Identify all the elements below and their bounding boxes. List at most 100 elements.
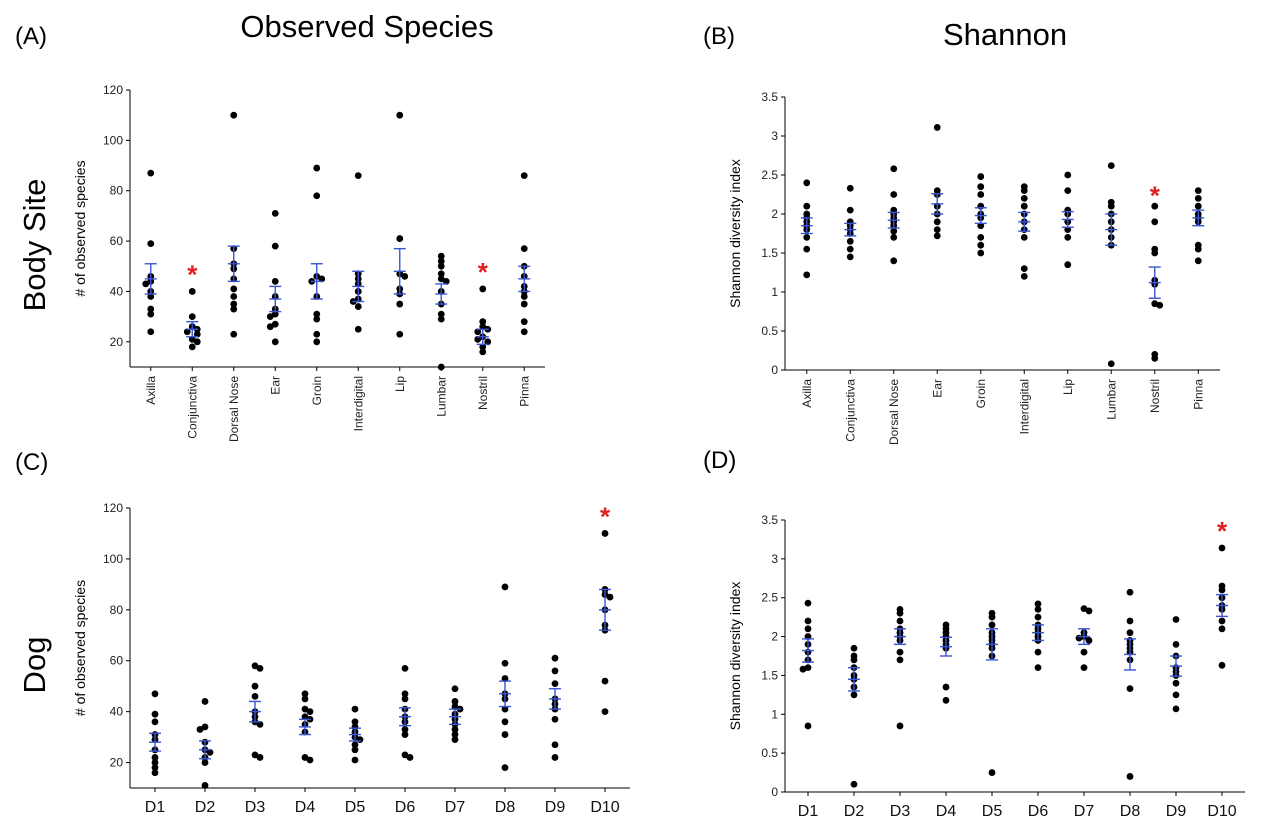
data-point bbox=[147, 240, 155, 248]
data-point bbox=[933, 124, 941, 131]
data-point bbox=[551, 667, 559, 675]
x-category-label: D1 bbox=[798, 803, 819, 820]
x-category-label: D2 bbox=[844, 803, 865, 820]
x-category-label: D4 bbox=[936, 803, 957, 820]
data-point bbox=[1156, 301, 1164, 309]
y-tick-label: 0.5 bbox=[761, 324, 778, 338]
data-point bbox=[196, 726, 204, 733]
data-point bbox=[988, 613, 996, 621]
data-point bbox=[1194, 257, 1202, 265]
data-point bbox=[520, 300, 528, 308]
data-point bbox=[193, 338, 201, 346]
data-point bbox=[256, 664, 264, 672]
row-label-dog: Dog bbox=[17, 637, 52, 694]
data-point bbox=[437, 257, 445, 265]
data-point bbox=[188, 313, 196, 321]
data-point bbox=[501, 764, 509, 772]
x-category-label: Interdigital bbox=[1017, 379, 1031, 434]
y-tick-label: 60 bbox=[110, 654, 124, 668]
data-point bbox=[474, 335, 482, 343]
data-point bbox=[147, 310, 155, 318]
data-point bbox=[230, 330, 238, 338]
y-tick-label: 1.5 bbox=[761, 246, 778, 260]
y-tick-label: 3 bbox=[771, 552, 778, 566]
x-category-label: D7 bbox=[1074, 803, 1095, 820]
data-point bbox=[396, 111, 404, 119]
panel-label: (C) bbox=[15, 449, 48, 476]
panel-a-chart: (A) 20 40 60 80 100 120 # of observed species Ax… bbox=[15, 23, 545, 442]
data-point bbox=[356, 736, 364, 744]
data-point bbox=[551, 680, 559, 688]
data-point bbox=[301, 690, 309, 698]
data-point bbox=[803, 202, 811, 210]
y-tick-label: 3.5 bbox=[761, 513, 778, 527]
panel-d-chart: (D) 0 0.5 1 1.5 2 2.5 3 3.5 Shannon diversity ind… bbox=[703, 447, 1245, 820]
data-point bbox=[1218, 586, 1226, 594]
data-point bbox=[1218, 625, 1226, 633]
data-point bbox=[271, 209, 279, 217]
data-point bbox=[201, 698, 209, 705]
data-point bbox=[401, 695, 409, 703]
x-category-label: Groin bbox=[974, 379, 988, 408]
data-point bbox=[147, 305, 155, 313]
data-point bbox=[230, 285, 238, 293]
data-point bbox=[890, 234, 898, 241]
data-point bbox=[396, 330, 404, 338]
column-title-observed-species: Observed Species bbox=[240, 9, 493, 44]
data-point bbox=[977, 191, 985, 198]
x-category-label: D8 bbox=[495, 799, 516, 816]
x-category-label: Pinna bbox=[1191, 379, 1205, 410]
data-point bbox=[1085, 637, 1093, 644]
data-point bbox=[1194, 202, 1202, 210]
data-point bbox=[306, 708, 314, 716]
y-tick-label: 1 bbox=[771, 707, 778, 721]
significance-star: * bbox=[600, 501, 611, 531]
data-point bbox=[1172, 616, 1180, 623]
data-point bbox=[437, 262, 445, 270]
y-tick-label: 2.5 bbox=[761, 591, 778, 605]
data-point bbox=[437, 270, 445, 278]
x-category-label: D1 bbox=[145, 799, 166, 816]
data-point bbox=[437, 315, 445, 323]
y-tick-label: 80 bbox=[110, 184, 124, 198]
data-point bbox=[401, 690, 409, 698]
data-point bbox=[1085, 607, 1093, 615]
x-category-label: D8 bbox=[1120, 803, 1141, 820]
x-category-label: Groin bbox=[310, 376, 324, 405]
x-category-label: D4 bbox=[295, 799, 316, 816]
data-point bbox=[396, 235, 404, 242]
data-point bbox=[551, 754, 559, 761]
data-point bbox=[451, 703, 459, 710]
data-point bbox=[988, 621, 996, 629]
data-point bbox=[501, 675, 509, 682]
data-point bbox=[1064, 234, 1072, 241]
data-point bbox=[151, 690, 159, 698]
data-point bbox=[1194, 195, 1202, 202]
significance-star: * bbox=[1217, 516, 1228, 546]
data-point bbox=[451, 685, 459, 693]
data-point bbox=[1218, 617, 1226, 625]
x-category-label: Lip bbox=[393, 376, 407, 392]
data-point bbox=[1126, 773, 1134, 780]
data-point bbox=[890, 257, 898, 265]
data-point bbox=[313, 310, 321, 318]
data-point bbox=[201, 723, 209, 731]
x-category-label: Axilla bbox=[144, 376, 158, 405]
column-title-shannon: Shannon bbox=[943, 17, 1067, 52]
data-point bbox=[520, 172, 528, 180]
data-point bbox=[1080, 664, 1088, 672]
data-point bbox=[501, 718, 509, 726]
x-category-label: D3 bbox=[890, 803, 911, 820]
data-point bbox=[251, 751, 259, 759]
data-point bbox=[401, 664, 409, 672]
data-point bbox=[850, 656, 858, 664]
data-point bbox=[803, 234, 811, 241]
y-tick-label: 0 bbox=[771, 785, 778, 799]
data-point bbox=[520, 318, 528, 326]
data-point bbox=[313, 164, 321, 172]
data-point bbox=[1107, 162, 1115, 170]
data-point bbox=[1151, 249, 1159, 257]
data-point bbox=[201, 759, 209, 766]
data-point bbox=[601, 677, 609, 685]
